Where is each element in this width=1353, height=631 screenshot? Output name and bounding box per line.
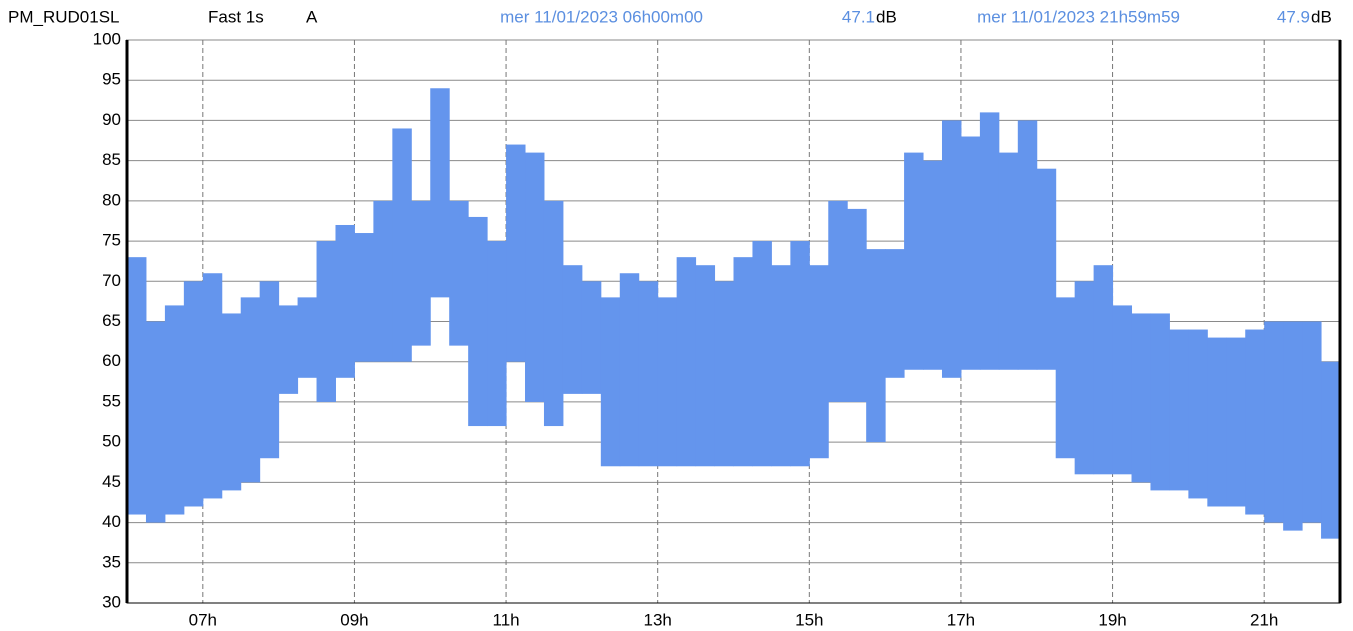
x-tick-label: 11h xyxy=(493,610,520,629)
level-range xyxy=(581,281,602,394)
level-range xyxy=(449,200,469,346)
level-range xyxy=(600,297,621,467)
y-tick-label: 30 xyxy=(102,592,121,611)
y-tick-label: 80 xyxy=(102,190,121,209)
level-range xyxy=(183,281,204,507)
level-range xyxy=(354,233,374,362)
level-range xyxy=(202,273,223,499)
level-range xyxy=(960,136,981,370)
cursor-start-unit: dB xyxy=(876,7,897,26)
level-range xyxy=(1245,329,1265,515)
level-range xyxy=(809,265,829,459)
level-range xyxy=(1036,168,1057,370)
level-range xyxy=(904,152,924,370)
y-tick-label: 50 xyxy=(102,432,121,451)
level-range xyxy=(278,305,299,394)
level-range xyxy=(998,152,1019,370)
y-tick-label: 85 xyxy=(102,150,121,169)
level-range xyxy=(373,200,393,362)
level-range xyxy=(335,224,355,378)
level-range xyxy=(1093,265,1114,475)
level-range xyxy=(1074,281,1095,475)
level-range xyxy=(240,297,261,483)
level-range xyxy=(847,208,867,402)
level-range xyxy=(259,281,280,459)
level-range xyxy=(714,281,734,467)
level-range xyxy=(695,265,716,467)
x-tick-label: 21h xyxy=(1250,610,1278,629)
cursor-end-unit: dB xyxy=(1311,7,1332,26)
level-range xyxy=(638,281,659,467)
level-range xyxy=(866,249,886,443)
level-range xyxy=(1150,313,1170,491)
level-range xyxy=(221,313,242,491)
level-range xyxy=(1207,337,1227,507)
level-range xyxy=(771,265,791,467)
level-range xyxy=(1283,321,1303,531)
level-range xyxy=(1131,313,1151,483)
x-tick-label: 19h xyxy=(1098,610,1126,629)
level-range xyxy=(430,88,450,298)
level-range xyxy=(1188,329,1208,499)
level-range xyxy=(543,200,564,427)
y-tick-label: 90 xyxy=(102,110,121,129)
level-range xyxy=(885,249,905,378)
level-range xyxy=(1169,329,1189,491)
y-tick-label: 70 xyxy=(102,271,121,290)
cursor-start-time: mer 11/01/2023 06h00m00 xyxy=(500,7,703,26)
level-range xyxy=(941,120,962,378)
level-range xyxy=(657,297,678,467)
level-range xyxy=(1112,305,1133,475)
level-range xyxy=(923,160,943,370)
x-tick-label: 09h xyxy=(340,610,368,629)
level-range xyxy=(1226,337,1246,507)
x-tick-label: 07h xyxy=(189,610,217,629)
y-tick-label: 40 xyxy=(102,512,121,531)
level-range xyxy=(1264,321,1284,523)
level-range xyxy=(164,305,185,515)
station: PM_RUD01SL xyxy=(8,7,120,26)
level-range xyxy=(392,128,412,362)
level-range xyxy=(525,152,545,402)
level-range xyxy=(733,257,753,467)
y-tick-label: 75 xyxy=(102,231,121,250)
y-tick-label: 35 xyxy=(102,552,121,571)
level-range xyxy=(1055,297,1076,459)
level-range xyxy=(1017,120,1038,370)
x-tick-label: 13h xyxy=(644,610,672,629)
level-range xyxy=(468,216,488,427)
cursor-end-time: mer 11/01/2023 21h59m59 xyxy=(977,7,1180,26)
y-tick-label: 65 xyxy=(102,311,121,330)
level-range xyxy=(1302,321,1322,523)
level-range xyxy=(316,241,336,402)
x-tick-label: 17h xyxy=(947,610,975,629)
level-range xyxy=(506,144,526,362)
level-range xyxy=(790,241,810,467)
cursor-end-value: 47.9 xyxy=(1277,7,1310,26)
y-tick-label: 55 xyxy=(102,391,121,410)
level-range xyxy=(487,241,507,427)
x-tick-label: 15h xyxy=(795,610,823,629)
mode: Fast 1s xyxy=(208,7,264,26)
y-tick-label: 45 xyxy=(102,472,121,491)
level-range xyxy=(145,321,166,523)
y-tick-label: 95 xyxy=(102,70,121,89)
y-tick-label: 100 xyxy=(93,29,121,48)
level-range xyxy=(297,297,318,378)
cursor-start-value: 47.1 xyxy=(842,7,875,26)
level-range xyxy=(619,273,640,467)
y-tick-label: 60 xyxy=(102,351,121,370)
weighting: A xyxy=(306,7,318,26)
level-range xyxy=(1321,361,1341,539)
level-range xyxy=(411,200,431,346)
level-range xyxy=(676,257,697,467)
level-range xyxy=(979,112,1000,370)
level-range xyxy=(127,257,147,515)
level-range xyxy=(752,241,772,467)
level-range xyxy=(562,265,583,394)
level-range xyxy=(828,200,848,402)
